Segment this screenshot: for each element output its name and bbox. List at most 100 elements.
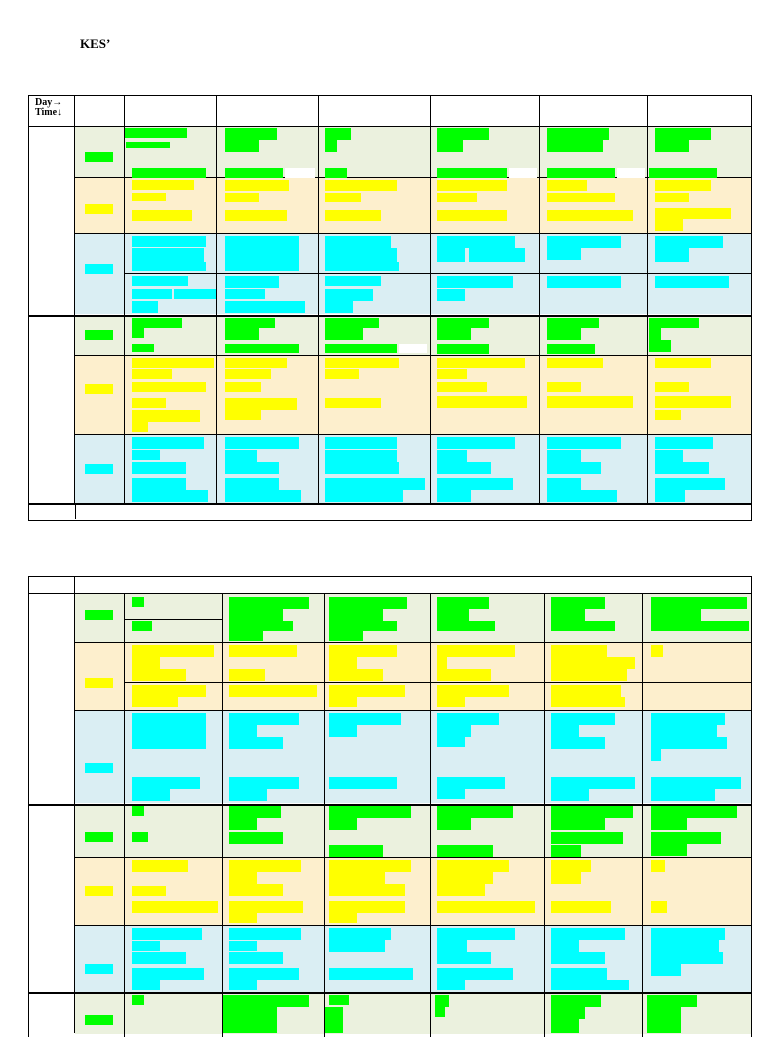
- highlight-block: [325, 369, 359, 379]
- highlight-block: [649, 318, 699, 328]
- highlight-block: [551, 995, 601, 1007]
- grid-line: [430, 593, 431, 1037]
- highlight-block: [329, 872, 385, 884]
- highlight-block: [225, 369, 271, 379]
- highlight-block: [229, 884, 283, 896]
- day-divider: [29, 992, 751, 994]
- highlight-block: [132, 645, 214, 657]
- highlight-block: [132, 328, 144, 338]
- highlight-block: [547, 180, 587, 191]
- highlight-block: [399, 344, 427, 353]
- highlight-block: [655, 140, 689, 152]
- highlight-block: [229, 806, 281, 818]
- highlight-block: [547, 344, 595, 354]
- highlight-block: [551, 1007, 585, 1019]
- highlight-block: [325, 478, 425, 490]
- highlight-block: [655, 128, 711, 140]
- highlight-block: [551, 725, 579, 737]
- highlight-block: [651, 832, 721, 844]
- corner-header: [29, 577, 75, 593]
- highlight-block: [325, 193, 361, 202]
- highlight-block: [651, 737, 727, 749]
- highlight-block: [225, 328, 259, 340]
- highlight-block: [325, 328, 363, 340]
- highlight-block: [325, 140, 337, 152]
- highlight-block: [547, 318, 599, 328]
- highlight-block: [225, 410, 261, 420]
- highlight-block: [132, 860, 188, 872]
- highlight-block: [325, 248, 397, 262]
- highlight-block: [225, 289, 265, 299]
- highlight-block: [132, 210, 192, 221]
- highlight-block: [547, 358, 603, 368]
- band-cyan-1: [75, 234, 751, 314]
- highlight-block: [325, 168, 347, 178]
- highlight-block: [437, 657, 447, 669]
- highlight-block: [325, 344, 397, 353]
- highlight-block: [132, 886, 166, 896]
- highlight-block: [437, 437, 515, 449]
- highlight-block: [437, 725, 471, 737]
- highlight-block: [437, 645, 515, 657]
- highlight-block: [225, 140, 259, 152]
- grid-line: [539, 96, 540, 504]
- header-row: [29, 577, 751, 594]
- highlight-block: [547, 276, 621, 288]
- highlight-block: [85, 964, 113, 974]
- highlight-block: [325, 1007, 343, 1019]
- highlight-block: [437, 276, 513, 288]
- highlight-block: [85, 678, 113, 688]
- highlight-block: [329, 777, 397, 789]
- highlight-block: [651, 777, 741, 789]
- day-label-column: [29, 593, 75, 1033]
- highlight-block: [551, 901, 611, 913]
- highlight-block: [225, 478, 279, 490]
- highlight-block: [651, 725, 717, 737]
- highlight-block: [329, 725, 357, 737]
- highlight-block: [551, 952, 605, 964]
- highlight-block: [437, 328, 471, 340]
- highlight-block: [437, 318, 489, 328]
- highlight-block: [132, 193, 166, 201]
- highlight-block: [651, 940, 719, 952]
- highlight-block: [547, 128, 609, 140]
- highlight-block: [655, 248, 689, 262]
- grid-line: [318, 96, 319, 504]
- grid-line: [75, 355, 751, 356]
- highlight-block: [325, 358, 399, 368]
- highlight-block: [132, 236, 206, 247]
- highlight-block: [651, 844, 687, 856]
- highlight-block: [437, 789, 465, 799]
- highlight-block: [329, 818, 357, 830]
- highlight-block: [551, 697, 625, 707]
- highlight-block: [437, 128, 489, 140]
- highlight-block: [229, 928, 301, 940]
- highlight-block: [329, 884, 405, 896]
- highlight-block: [437, 478, 513, 490]
- highlight-block: [325, 450, 397, 462]
- highlight-block: [229, 777, 299, 789]
- highlight-block: [547, 478, 581, 490]
- highlight-block: [551, 669, 627, 681]
- highlight-block: [551, 968, 607, 980]
- highlight-block: [229, 913, 257, 923]
- highlight-block: [437, 685, 509, 697]
- highlight-block: [325, 236, 391, 248]
- highlight-block: [547, 450, 581, 462]
- highlight-block: [509, 168, 537, 178]
- grid-line: [222, 593, 223, 1037]
- highlight-block: [225, 193, 259, 202]
- highlight-block: [85, 330, 113, 340]
- highlight-block: [437, 248, 465, 262]
- highlight-block: [651, 597, 747, 609]
- highlight-block: [617, 168, 645, 178]
- highlight-block: [437, 236, 515, 248]
- highlight-block: [547, 140, 603, 152]
- highlight-block: [225, 358, 287, 368]
- highlight-block: [132, 289, 172, 299]
- highlight-block: [225, 301, 305, 313]
- highlight-block: [132, 995, 144, 1005]
- highlight-block: [437, 490, 471, 502]
- highlight-block: [655, 236, 723, 248]
- highlight-block: [551, 872, 581, 884]
